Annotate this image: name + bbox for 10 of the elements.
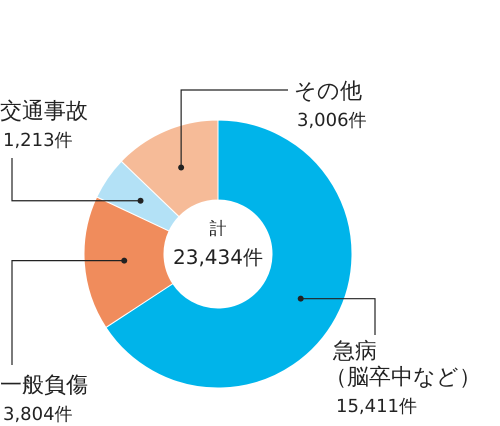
data-label: 1,213件 [3, 130, 73, 151]
slice-label: 一般負傷 [0, 373, 88, 398]
text: 計 [210, 219, 226, 239]
data-label: 3,804件 [3, 404, 73, 425]
slice-label: 急病（脳卒中など） [325, 339, 481, 390]
data-label: 3,006件 [297, 110, 367, 131]
data-label: 15,411件 [336, 396, 417, 417]
slice-label: 交通事故 [0, 99, 88, 124]
text: 23,434件 [173, 245, 263, 269]
slice-label: その他 [294, 79, 362, 104]
